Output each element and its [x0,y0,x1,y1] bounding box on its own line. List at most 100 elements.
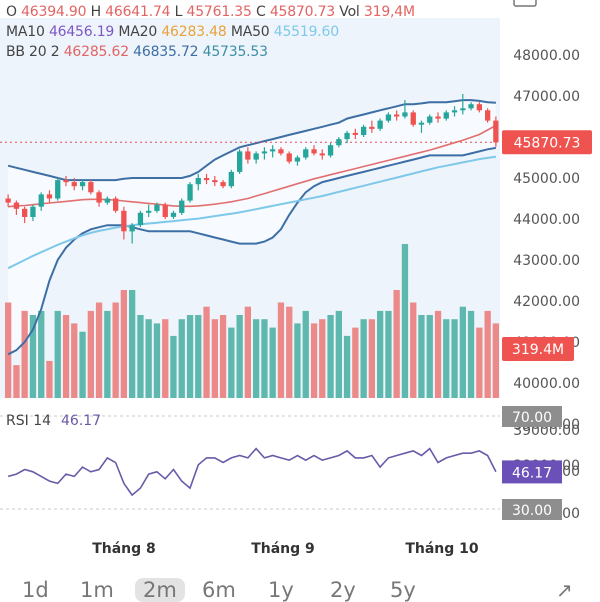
high-label: H [90,4,102,20]
volume-bar [467,310,475,398]
bb-upper-value: 46835.72 [133,44,199,60]
candle-body [485,110,491,121]
candle-body [493,120,499,143]
candle-body [104,198,110,203]
volume-bar [443,319,450,398]
ma10-value: 46456.19 [48,24,115,40]
x-axis-label: Tháng 10 [405,541,479,557]
candle-body [22,208,28,217]
candle-body [237,151,243,172]
volume-bar [195,315,202,398]
volume-bar [377,310,384,398]
candle-body [369,126,375,129]
candle-body [79,182,86,187]
candle-body [170,212,177,217]
volume-bar [46,360,53,398]
timeframe-6m[interactable]: 6m [202,578,236,602]
volume-bar [62,315,70,398]
candle-body [344,132,350,140]
price-axis-label: 44000.00 [513,212,580,228]
candle-body [55,180,61,199]
candle-body [468,104,474,109]
candle-body [154,204,160,211]
volume-bar [95,302,103,398]
volume-bar [120,290,127,398]
candle-body [71,182,77,187]
volume-bar [335,310,342,398]
timeframe-2y[interactable]: 2y [330,578,356,602]
volume-bar [228,327,235,398]
rsi-value-tag [502,460,562,484]
volume-bar [203,306,210,398]
bollinger-upper-line [7,99,496,182]
price-axis-label: 43000.00 [513,253,580,269]
timeframe-1y[interactable]: 1y [268,578,294,602]
rsi-header-value: 46.17 [61,413,101,429]
volume-bar [170,335,177,398]
volume-bar [434,310,442,398]
candle-body [377,120,383,129]
open-label: O [6,4,17,20]
volume-bar [104,310,111,398]
volume-bar [211,319,218,398]
volume-bar [352,327,359,398]
x-axis-label: Tháng 8 [92,541,156,557]
candle-body [63,180,69,183]
ma50-label: MA50 [230,24,270,40]
volume-bar [492,323,499,398]
volume-bar [327,315,334,398]
volume-bar [269,327,276,398]
candle-body [137,212,144,226]
timeframe-1d[interactable]: 1d [22,578,49,602]
candle-body [253,153,259,160]
volume-bar [178,319,185,398]
candle-body [30,206,36,217]
candle-body [96,192,102,203]
volume-bar [426,315,433,398]
price-axis-label: 40000.00 [513,376,580,392]
candle-body [286,153,292,162]
candle-body [113,198,119,211]
volume-bar [145,319,152,398]
candle-body [443,112,449,119]
timeframe-5y[interactable]: 5y [390,578,416,602]
bb-lower-value: 45735.53 [202,44,268,60]
open-value: 46394.90 [21,4,87,20]
candle-body [38,194,44,207]
expand-icon[interactable]: ↗ [556,578,573,602]
candle-body [195,178,201,185]
candle-body [385,114,392,121]
candle-body [476,104,482,111]
close-value: 45870.73 [269,4,336,20]
volume-bar [484,310,491,398]
price-axis-label: 48000.00 [513,48,580,64]
candle-body [146,210,152,213]
candle-body [187,184,193,201]
price-axis-label: 45000.00 [513,171,580,187]
volume-label: Vol [339,4,360,20]
price-tag-text: 45870.73 [514,135,581,151]
candle-body [451,110,458,113]
fullscreen-icon[interactable] [513,0,537,7]
candle-body [327,145,334,156]
volume-bar [153,323,161,398]
low-label: L [174,4,183,20]
timeframe-1m[interactable]: 1m [80,578,114,602]
candle-body [427,116,433,123]
candle-body [352,132,358,135]
candle-body [278,149,284,154]
candle-body [418,122,425,125]
bb-header: BB 20 2 46285.62 46835.72 45735.53 [6,44,268,60]
volume-bar [129,290,136,398]
timeframe-2m[interactable]: 2m [135,578,185,602]
volume-tag [502,337,574,361]
volume-bar [219,315,227,398]
volume-bar [410,302,417,398]
candle-body [311,149,317,154]
volume-bar [476,327,483,398]
candle-body [435,116,441,119]
ma10-label: MA10 [6,24,45,40]
volume-bar [302,310,309,398]
